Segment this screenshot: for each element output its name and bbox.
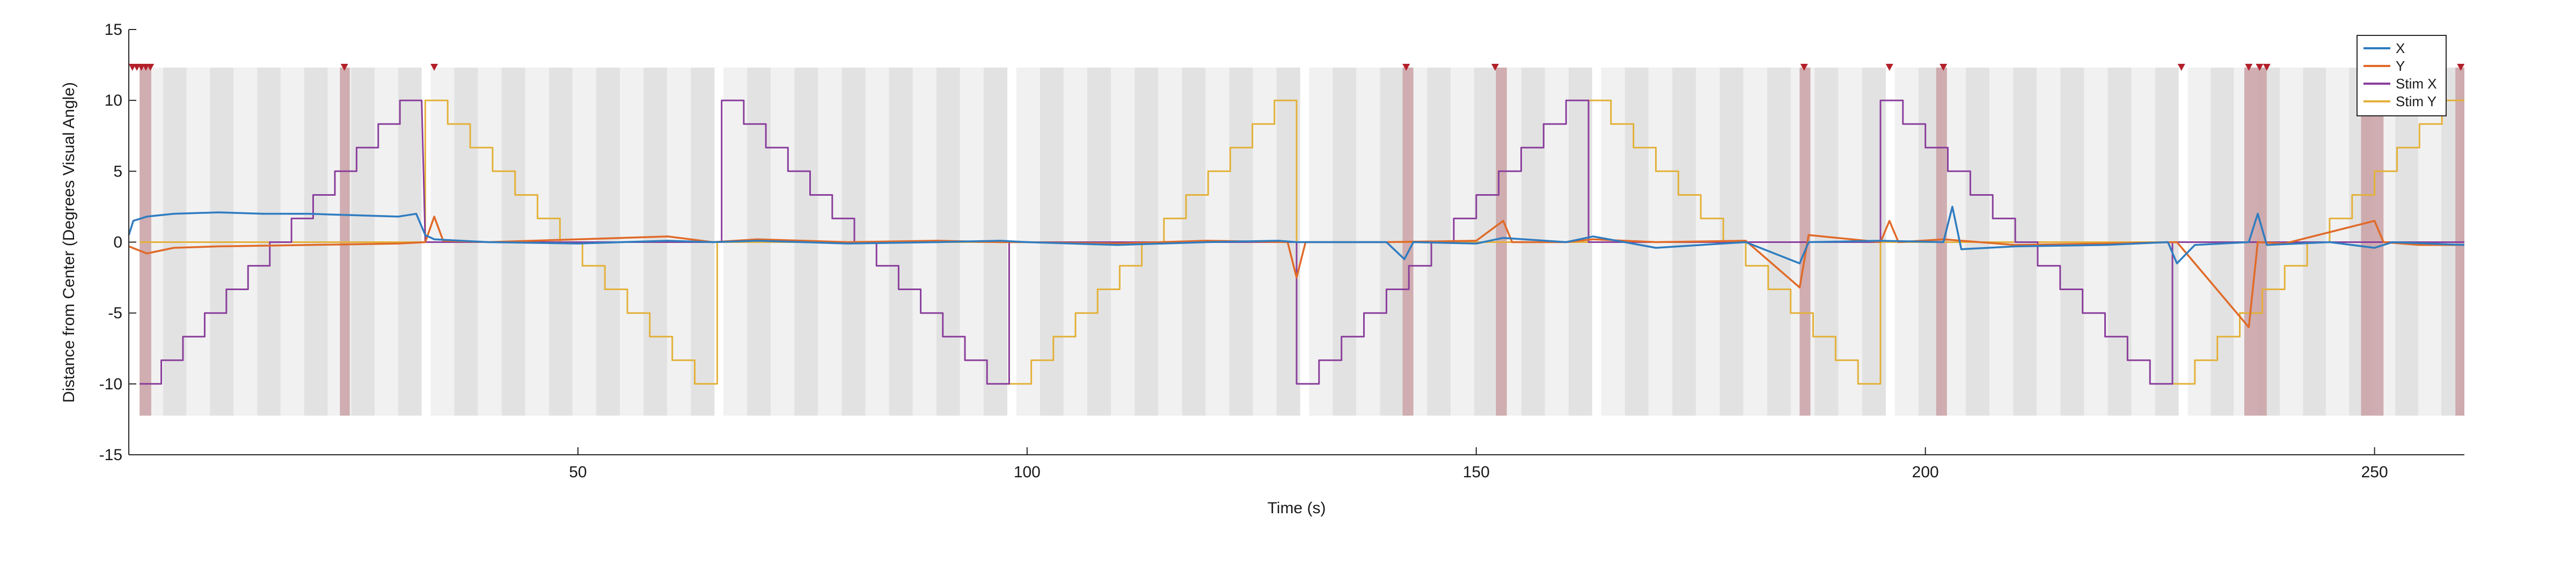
event-marker [1402,64,1410,71]
event-marker [430,64,438,71]
legend-label: Stim Y [2396,93,2436,109]
event-marker [2263,64,2271,71]
y-tick-label: 0 [113,234,122,252]
event-marker [147,64,155,71]
y-tick-label: -15 [99,446,122,464]
y-tick-label: -10 [99,375,122,393]
x-tick-label: 150 [1463,463,1490,481]
event-marker [2245,64,2253,71]
legend-label: X [2396,40,2405,56]
y-tick-label: -5 [108,305,122,322]
y-tick-label: 15 [105,21,122,39]
event-marker [1940,64,1948,71]
series-layer [128,99,2465,385]
axes-layer: -15 -10 -5 0 5 10 15 50 100 150 200 250 [99,21,2464,481]
y-axis-label: Distance from Center (Degrees Visual Ang… [60,82,78,403]
event-marker [1491,64,1499,71]
event-marker [2457,64,2465,71]
x-tick-label: 50 [569,463,587,481]
legend-label: Y [2396,58,2405,74]
event-marker-layer [128,64,2465,71]
y-tick-label: 10 [105,92,122,109]
series-line-x [128,205,2465,264]
event-marker [340,64,348,71]
x-axis-label: Time (s) [1268,499,1326,517]
y-tick-label: 5 [113,162,122,180]
series-line-stim-x [140,99,2464,385]
x-tick-label: 100 [1014,463,1041,481]
event-marker [2256,64,2264,71]
event-marker [2177,64,2185,71]
x-tick-label: 250 [2361,463,2388,481]
event-marker [1800,64,1808,71]
x-tick-label: 200 [1912,463,1939,481]
event-marker [1885,64,1893,71]
legend-label: Stim X [2396,76,2437,92]
